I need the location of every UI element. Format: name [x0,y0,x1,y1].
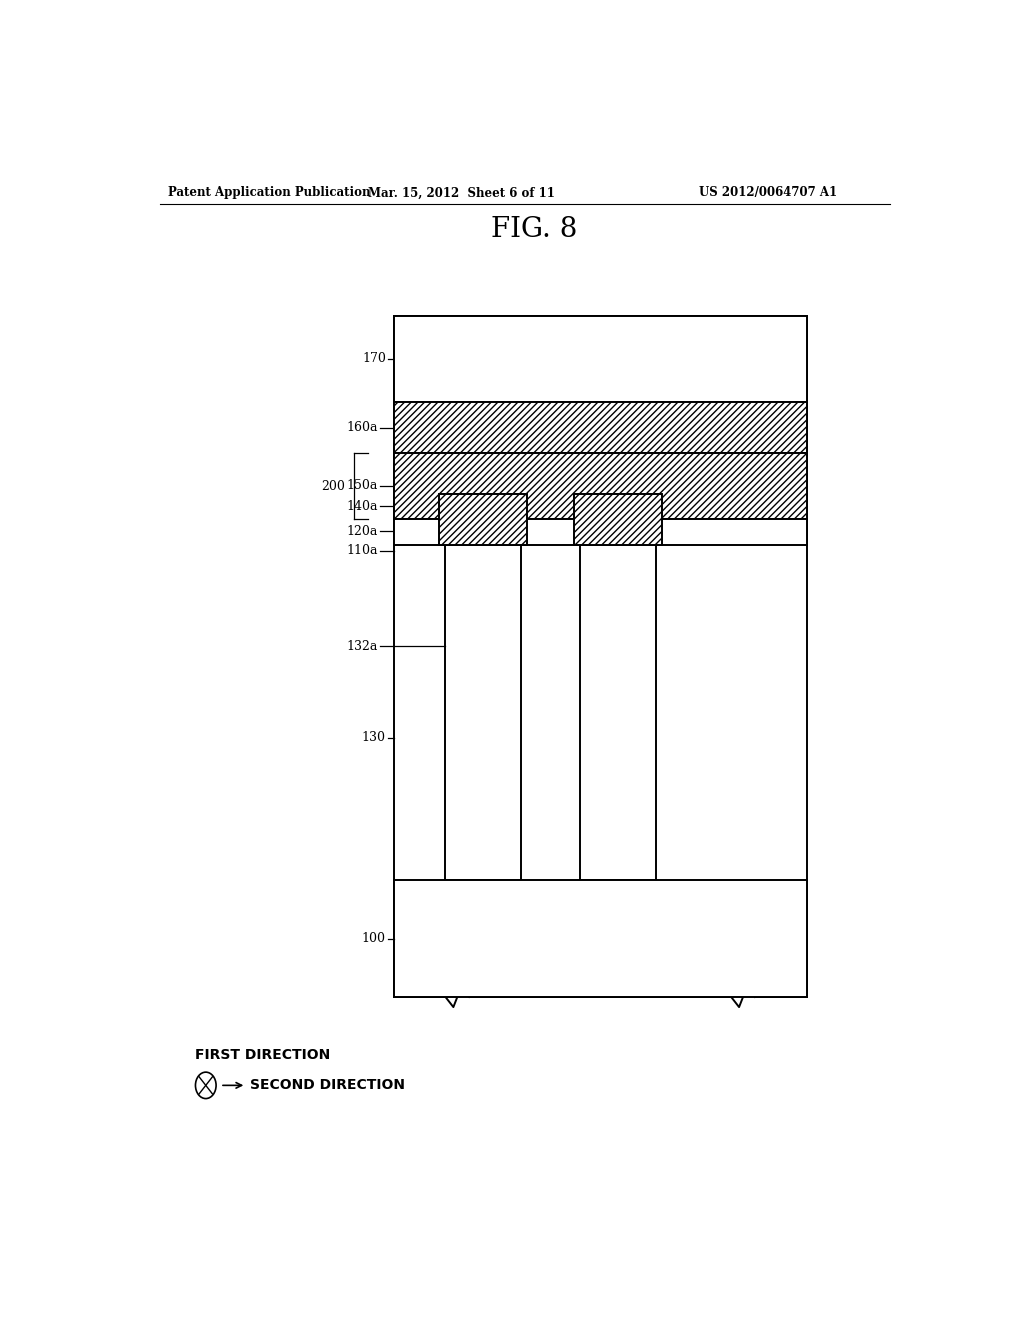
Text: Patent Application Publication: Patent Application Publication [168,186,371,199]
Text: 130: 130 [361,731,386,744]
Bar [581,545,655,880]
Text: FIG. 8: FIG. 8 [492,216,578,243]
Text: Mar. 15, 2012  Sheet 6 of 11: Mar. 15, 2012 Sheet 6 of 11 [368,186,555,199]
Text: 140a: 140a [346,499,378,512]
Text: 170: 170 [362,352,386,366]
Text: 132a: 132a [346,640,378,653]
Bar [445,545,521,880]
Text: 160a: 160a [346,421,378,434]
Text: 110a: 110a [346,544,378,557]
Bar [394,315,807,403]
Text: FIRST DIRECTION: FIRST DIRECTION [196,1048,331,1061]
Text: US 2012/0064707 A1: US 2012/0064707 A1 [699,186,838,199]
Bar [574,494,663,545]
Text: 120a: 120a [346,525,378,539]
Bar [394,880,807,997]
Bar [394,519,807,545]
Text: SECOND DIRECTION: SECOND DIRECTION [250,1078,406,1093]
Text: 150a: 150a [346,479,378,492]
Bar [439,494,527,545]
Text: 200: 200 [321,479,345,492]
Bar [394,403,807,453]
Text: 100: 100 [361,932,386,945]
Bar [394,453,807,519]
